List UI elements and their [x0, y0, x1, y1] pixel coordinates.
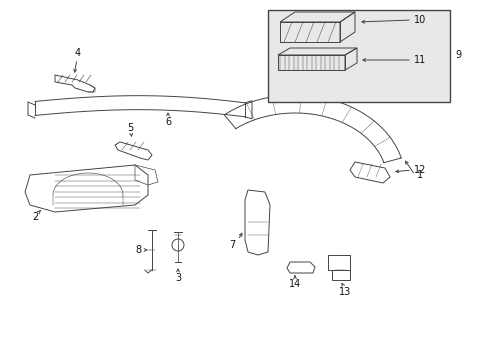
Text: 9: 9 [455, 50, 461, 60]
Text: 11: 11 [414, 55, 426, 65]
Bar [268, 10, 450, 102]
Text: 4: 4 [75, 48, 81, 58]
Text: 5: 5 [127, 123, 133, 133]
Bar [332, 270, 350, 280]
Text: 1: 1 [417, 170, 423, 180]
Text: 2: 2 [32, 212, 38, 222]
Text: 10: 10 [414, 15, 426, 25]
Text: 6: 6 [165, 117, 171, 127]
Text: 13: 13 [339, 287, 351, 297]
Text: 3: 3 [175, 273, 181, 283]
Text: 8: 8 [135, 245, 141, 255]
Text: 14: 14 [289, 279, 301, 289]
Text: 7: 7 [229, 240, 235, 250]
Bar [328, 255, 350, 270]
Text: 12: 12 [414, 165, 426, 175]
